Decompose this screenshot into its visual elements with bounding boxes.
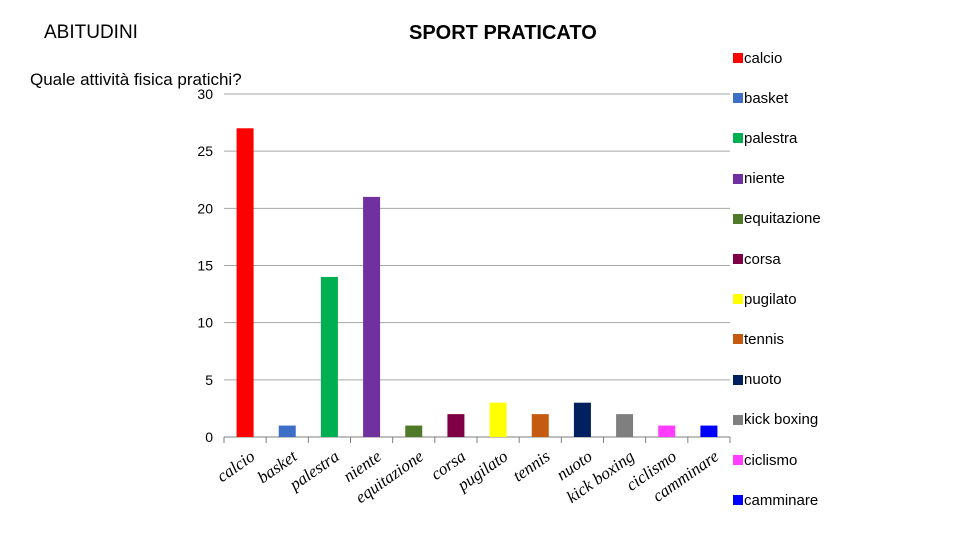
legend-swatch — [733, 213, 743, 224]
bar-pugilato — [489, 402, 507, 437]
legend-label: kick boxing — [744, 411, 819, 429]
bar-nuoto — [573, 402, 591, 437]
bar-calcio — [236, 128, 254, 438]
bar-palestra — [320, 276, 338, 437]
legend-swatch — [733, 53, 743, 63]
y-tick-label: 20 — [197, 200, 213, 216]
y-tick-label: 15 — [197, 258, 213, 274]
bar-equitazione — [405, 425, 423, 437]
x-tick-label: tennis — [509, 446, 553, 485]
bar-basket — [278, 425, 296, 437]
legend-swatch — [733, 374, 743, 385]
legend-swatch — [733, 334, 743, 345]
legend-label: ciclismo — [744, 451, 798, 469]
bar-tennis — [531, 414, 549, 437]
legend-label: tennis — [744, 330, 785, 348]
legend-item: equitazione — [733, 209, 821, 229]
legend-item: nuoto — [733, 370, 782, 390]
legend-swatch — [733, 93, 743, 104]
legend-label: camminare — [744, 491, 819, 509]
legend-label: calcio — [744, 49, 783, 67]
legend-label: nuoto — [744, 371, 782, 389]
y-tick-label: 25 — [197, 143, 213, 159]
legend-swatch — [733, 294, 743, 305]
legend-label: niente — [744, 170, 785, 188]
legend-item: calcio — [733, 48, 782, 68]
legend-swatch — [733, 254, 743, 264]
legend-item: kick boxing — [733, 410, 818, 430]
bar-ciclismo — [658, 425, 676, 437]
bar-kick-boxing — [616, 414, 634, 437]
legend-label: corsa — [744, 250, 781, 268]
legend-item: ciclismo — [733, 450, 797, 470]
y-tick-label: 0 — [205, 429, 213, 445]
y-tick-label: 30 — [197, 86, 213, 102]
bar-niente — [363, 196, 381, 437]
question-text: Quale attività fisica pratichi? — [30, 70, 242, 89]
legend-label: pugilato — [744, 290, 797, 308]
legend-swatch — [733, 455, 743, 465]
legend-item: palestra — [733, 128, 797, 148]
legend-swatch — [733, 133, 743, 144]
legend-item: niente — [733, 169, 785, 189]
legend-item: pugilato — [733, 289, 797, 309]
legend-swatch — [733, 495, 743, 506]
bar-camminare — [700, 425, 718, 437]
y-tick-label: 5 — [205, 372, 213, 388]
x-tick-label: calcio — [213, 447, 258, 486]
legend-item: camminare — [733, 490, 818, 510]
y-tick-label: 10 — [197, 315, 213, 331]
legend-label: basket — [744, 89, 789, 107]
legend-item: tennis — [733, 329, 784, 349]
legend-label: equitazione — [744, 210, 821, 228]
legend-swatch — [733, 414, 743, 425]
bar-corsa — [447, 414, 465, 437]
legend-label: palestra — [744, 129, 798, 147]
legend-swatch — [733, 173, 743, 184]
section-title: ABITUDINI — [44, 22, 138, 43]
chart-title: SPORT PRATICATO — [409, 22, 597, 44]
legend-item: basket — [733, 88, 788, 108]
legend-item: corsa — [733, 249, 781, 269]
